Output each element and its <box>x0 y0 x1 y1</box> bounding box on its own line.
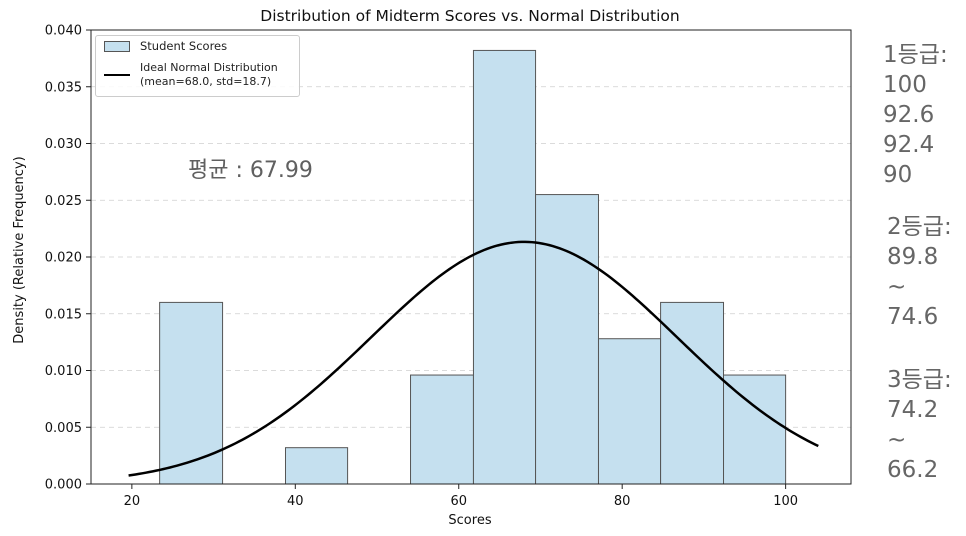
mean-annotation: 평균 : 67.99 <box>188 158 313 183</box>
x-tick-label: 20 <box>124 494 141 509</box>
grade-1-value: 92.6 <box>883 102 935 128</box>
legend-label-normal-params: (mean=68.0, std=18.7) <box>140 75 272 88</box>
grade-2-block: 2등급: 89.8 ~ 74.6 <box>887 212 952 332</box>
grade-3-title: 3등급: <box>887 367 952 393</box>
grade-3-upper: 74.2 <box>887 397 939 423</box>
x-tick-label: 60 <box>450 494 467 509</box>
y-tick-label: 0.010 <box>45 364 82 379</box>
legend-label-student-scores: Student Scores <box>140 39 228 53</box>
grade-3-range-separator: ~ <box>887 427 907 453</box>
histogram-bar <box>597 338 662 485</box>
histogram-bar <box>535 194 599 485</box>
legend-label-normal-distribution: Ideal Normal Distribution <box>140 61 278 74</box>
axis-ticks: 20 40 60 80 100 0.000 0.005 0.010 0.015 0.020 0.02… <box>45 24 798 510</box>
x-tick-label: 40 <box>287 494 304 509</box>
grade-2-lower: 74.6 <box>887 304 939 330</box>
grade-1-block: 1등급: 100 92.6 92.4 90 <box>883 40 948 190</box>
grade-1-title: 1등급: <box>883 42 948 68</box>
legend-line-normal-distribution <box>104 74 130 76</box>
grade-2-range-separator: ~ <box>887 274 907 300</box>
y-tick-label: 0.020 <box>45 251 82 266</box>
histogram-bar <box>723 374 787 485</box>
histogram-bar <box>159 301 224 485</box>
y-tick-label: 0.030 <box>45 137 82 152</box>
y-tick-label: 0.015 <box>45 307 82 322</box>
grade-3-lower: 66.2 <box>887 457 939 483</box>
x-tick-label: 80 <box>614 494 631 509</box>
grade-2-title: 2등급: <box>887 214 952 240</box>
grade-1-value: 90 <box>883 162 913 188</box>
grade-2-upper: 89.8 <box>887 244 939 270</box>
x-tick-label: 100 <box>773 494 798 509</box>
y-axis-label: Density (Relative Frequency) <box>12 156 27 343</box>
chart-title: Distribution of Midterm Scores vs. Norma… <box>260 7 679 25</box>
normal-curve <box>128 240 819 477</box>
histogram-bar <box>472 49 537 485</box>
legend: Student Scores Ideal Normal Distribution… <box>95 35 300 97</box>
normal-curve-layer <box>128 240 819 477</box>
grade-3-block: 3등급: 74.2 ~ 66.2 <box>887 365 952 485</box>
legend-patch-student-scores <box>104 41 130 52</box>
histogram-bar <box>284 447 349 485</box>
histogram-bar <box>660 301 725 485</box>
x-axis-label: Scores <box>448 513 491 528</box>
histogram-bars <box>159 49 787 485</box>
y-tick-label: 0.005 <box>45 421 82 436</box>
y-tick-label: 0.035 <box>45 80 82 95</box>
y-tick-label: 0.025 <box>45 194 82 209</box>
histogram-bar <box>410 374 474 485</box>
y-tick-label: 0.000 <box>45 478 82 493</box>
grade-1-value: 100 <box>883 72 927 98</box>
grade-1-value: 92.4 <box>883 132 935 158</box>
y-tick-label: 0.040 <box>45 24 82 39</box>
